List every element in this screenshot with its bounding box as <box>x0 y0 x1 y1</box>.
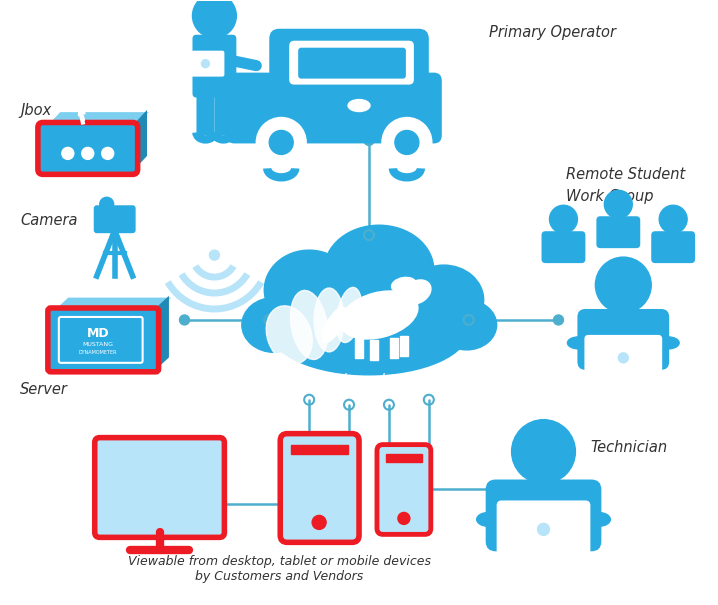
Polygon shape <box>56 299 167 311</box>
Circle shape <box>503 485 513 494</box>
Polygon shape <box>154 299 167 369</box>
Text: Primary Operator: Primary Operator <box>489 25 615 41</box>
Text: DYNAMOMETER: DYNAMOMETER <box>78 350 117 355</box>
Polygon shape <box>133 114 146 169</box>
Ellipse shape <box>269 285 469 375</box>
FancyBboxPatch shape <box>187 51 225 77</box>
FancyBboxPatch shape <box>280 434 359 542</box>
Text: MD: MD <box>86 327 109 341</box>
Ellipse shape <box>336 287 362 342</box>
Ellipse shape <box>403 280 431 304</box>
FancyBboxPatch shape <box>269 29 429 97</box>
Circle shape <box>256 117 306 168</box>
Ellipse shape <box>657 337 679 349</box>
Circle shape <box>554 315 564 325</box>
Circle shape <box>595 257 651 313</box>
Circle shape <box>382 117 432 168</box>
FancyBboxPatch shape <box>651 231 695 263</box>
Circle shape <box>312 515 326 529</box>
Ellipse shape <box>324 225 434 315</box>
Circle shape <box>398 512 410 525</box>
Ellipse shape <box>348 100 370 111</box>
Ellipse shape <box>242 298 307 352</box>
Circle shape <box>210 250 220 260</box>
Circle shape <box>618 353 628 363</box>
Text: MUSTANG: MUSTANG <box>83 342 113 347</box>
FancyBboxPatch shape <box>298 48 406 79</box>
Text: Web-based Software: Web-based Software <box>307 373 451 387</box>
Ellipse shape <box>477 512 500 526</box>
Circle shape <box>549 205 577 233</box>
FancyBboxPatch shape <box>192 34 236 97</box>
Ellipse shape <box>264 250 354 330</box>
Circle shape <box>202 60 210 68</box>
Bar <box>355 338 363 358</box>
Circle shape <box>180 315 190 325</box>
Circle shape <box>304 494 314 505</box>
Ellipse shape <box>587 512 610 526</box>
Circle shape <box>102 148 113 159</box>
FancyBboxPatch shape <box>497 500 590 558</box>
Text: Server: Server <box>20 382 67 397</box>
Text: Remote Student
Work Group: Remote Student Work Group <box>567 167 686 204</box>
Bar <box>390 338 398 358</box>
Circle shape <box>512 420 575 483</box>
FancyBboxPatch shape <box>597 216 640 248</box>
Ellipse shape <box>437 300 497 350</box>
Ellipse shape <box>266 306 312 364</box>
Circle shape <box>269 131 293 154</box>
Ellipse shape <box>340 291 418 339</box>
Circle shape <box>394 492 404 503</box>
Bar <box>370 340 378 360</box>
FancyBboxPatch shape <box>38 122 138 174</box>
FancyBboxPatch shape <box>541 231 585 263</box>
FancyBboxPatch shape <box>289 41 414 85</box>
Circle shape <box>605 191 633 218</box>
Ellipse shape <box>391 277 416 293</box>
FancyBboxPatch shape <box>584 335 662 381</box>
Bar <box>400 336 408 356</box>
Ellipse shape <box>314 288 344 352</box>
Circle shape <box>62 148 74 159</box>
Ellipse shape <box>291 290 328 359</box>
FancyBboxPatch shape <box>377 445 431 534</box>
FancyBboxPatch shape <box>94 205 136 233</box>
FancyBboxPatch shape <box>215 90 233 136</box>
Ellipse shape <box>404 265 484 335</box>
Text: Viewable from desktop, tablet or mobile devices
by Customers and Vendors: Viewable from desktop, tablet or mobile … <box>128 555 431 583</box>
Polygon shape <box>48 114 146 128</box>
Ellipse shape <box>567 337 589 349</box>
FancyBboxPatch shape <box>197 90 215 136</box>
Bar <box>292 445 348 454</box>
Text: Jbox: Jbox <box>20 103 51 118</box>
FancyBboxPatch shape <box>95 437 225 537</box>
Circle shape <box>659 205 687 233</box>
FancyBboxPatch shape <box>48 308 159 372</box>
FancyBboxPatch shape <box>226 73 442 143</box>
Circle shape <box>82 148 94 159</box>
Circle shape <box>192 0 236 38</box>
Ellipse shape <box>322 307 346 342</box>
Circle shape <box>395 131 419 154</box>
Text: Camera: Camera <box>20 213 78 227</box>
Circle shape <box>538 523 549 535</box>
Bar <box>386 454 422 462</box>
Circle shape <box>164 500 174 509</box>
FancyBboxPatch shape <box>59 317 143 363</box>
Circle shape <box>113 209 133 229</box>
FancyBboxPatch shape <box>485 480 602 551</box>
Text: Technician: Technician <box>590 440 668 455</box>
Circle shape <box>100 197 113 211</box>
FancyBboxPatch shape <box>577 309 669 370</box>
Circle shape <box>364 136 374 145</box>
